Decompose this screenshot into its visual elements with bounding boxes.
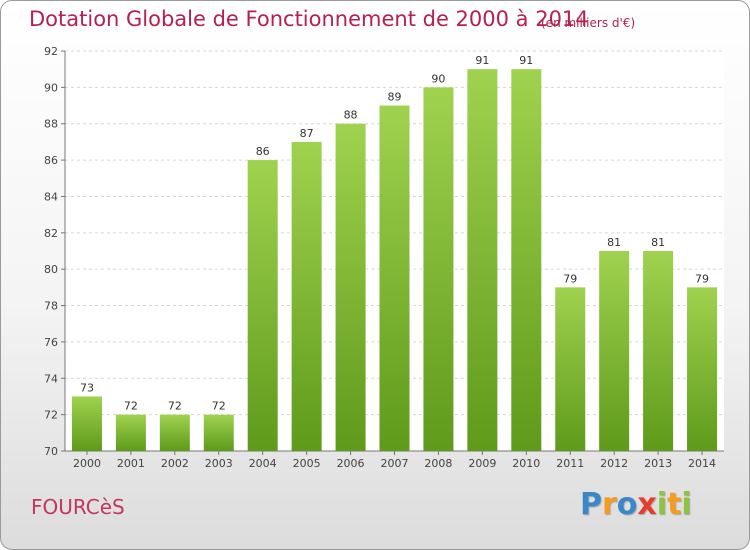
y-tick-label: 86 <box>44 154 58 167</box>
x-tick-label: 2012 <box>600 457 628 470</box>
data-label: 79 <box>563 272 577 285</box>
logo-letter: i <box>656 487 668 522</box>
bar <box>71 396 102 451</box>
bar <box>335 123 366 452</box>
bar <box>467 69 498 451</box>
y-tick-label: 82 <box>44 227 58 240</box>
data-label: 87 <box>300 127 314 140</box>
logo-letter: i <box>681 487 692 522</box>
y-tick-label: 92 <box>44 45 58 58</box>
data-label: 72 <box>124 400 138 413</box>
x-tick-label: 2006 <box>337 457 365 470</box>
y-tick-label: 90 <box>44 81 58 94</box>
data-label: 72 <box>212 400 226 413</box>
x-tick-label: 2007 <box>381 457 409 470</box>
logo-letter: r <box>602 487 617 522</box>
proxiti-logo: Proxiti <box>580 487 692 522</box>
data-label: 81 <box>651 236 665 249</box>
y-tick-label: 84 <box>44 190 58 203</box>
commune-name: FOURCèS <box>31 495 125 519</box>
bar <box>115 414 146 451</box>
data-label: 90 <box>431 72 445 85</box>
data-label: 73 <box>80 381 94 394</box>
y-tick-label: 78 <box>44 300 58 313</box>
bar <box>599 251 630 451</box>
x-tick-label: 2002 <box>161 457 189 470</box>
y-tick-label: 70 <box>44 445 58 458</box>
bar <box>423 87 454 451</box>
y-tick-label: 80 <box>44 263 58 276</box>
x-tick-label: 2008 <box>424 457 452 470</box>
data-label: 86 <box>256 145 270 158</box>
logo-letter: t <box>667 487 682 522</box>
logo-letter: x <box>637 487 657 522</box>
x-tick-label: 2011 <box>556 457 584 470</box>
data-label: 72 <box>168 400 182 413</box>
bar <box>511 69 542 451</box>
data-label: 88 <box>344 109 358 122</box>
x-tick-label: 2001 <box>117 457 145 470</box>
x-tick-label: 2004 <box>249 457 277 470</box>
logo-letter: o <box>616 487 638 522</box>
bar <box>203 414 234 451</box>
x-tick-label: 2013 <box>644 457 672 470</box>
data-label: 81 <box>607 236 621 249</box>
y-tick-label: 76 <box>44 336 58 349</box>
y-tick-label: 72 <box>44 409 58 422</box>
bar <box>555 287 586 451</box>
bar <box>247 160 278 451</box>
chart-title: Dotation Globale de Fonctionnement de 20… <box>29 7 589 31</box>
data-label: 79 <box>695 272 709 285</box>
x-tick-label: 2000 <box>73 457 101 470</box>
bar <box>687 287 718 451</box>
data-label: 89 <box>388 91 402 104</box>
data-label: 91 <box>519 54 533 67</box>
bar <box>159 414 190 451</box>
y-tick-label: 74 <box>44 372 58 385</box>
x-tick-label: 2009 <box>468 457 496 470</box>
data-label: 91 <box>475 54 489 67</box>
bar <box>643 251 674 451</box>
x-tick-label: 2005 <box>293 457 321 470</box>
x-tick-label: 2014 <box>688 457 716 470</box>
y-tick-label: 88 <box>44 118 58 131</box>
bar <box>379 105 410 451</box>
logo-letter: P <box>580 487 602 522</box>
bar <box>291 141 322 451</box>
unit-note: (en milliers d'€) <box>541 16 636 30</box>
x-tick-label: 2010 <box>512 457 540 470</box>
x-tick-label: 2003 <box>205 457 233 470</box>
